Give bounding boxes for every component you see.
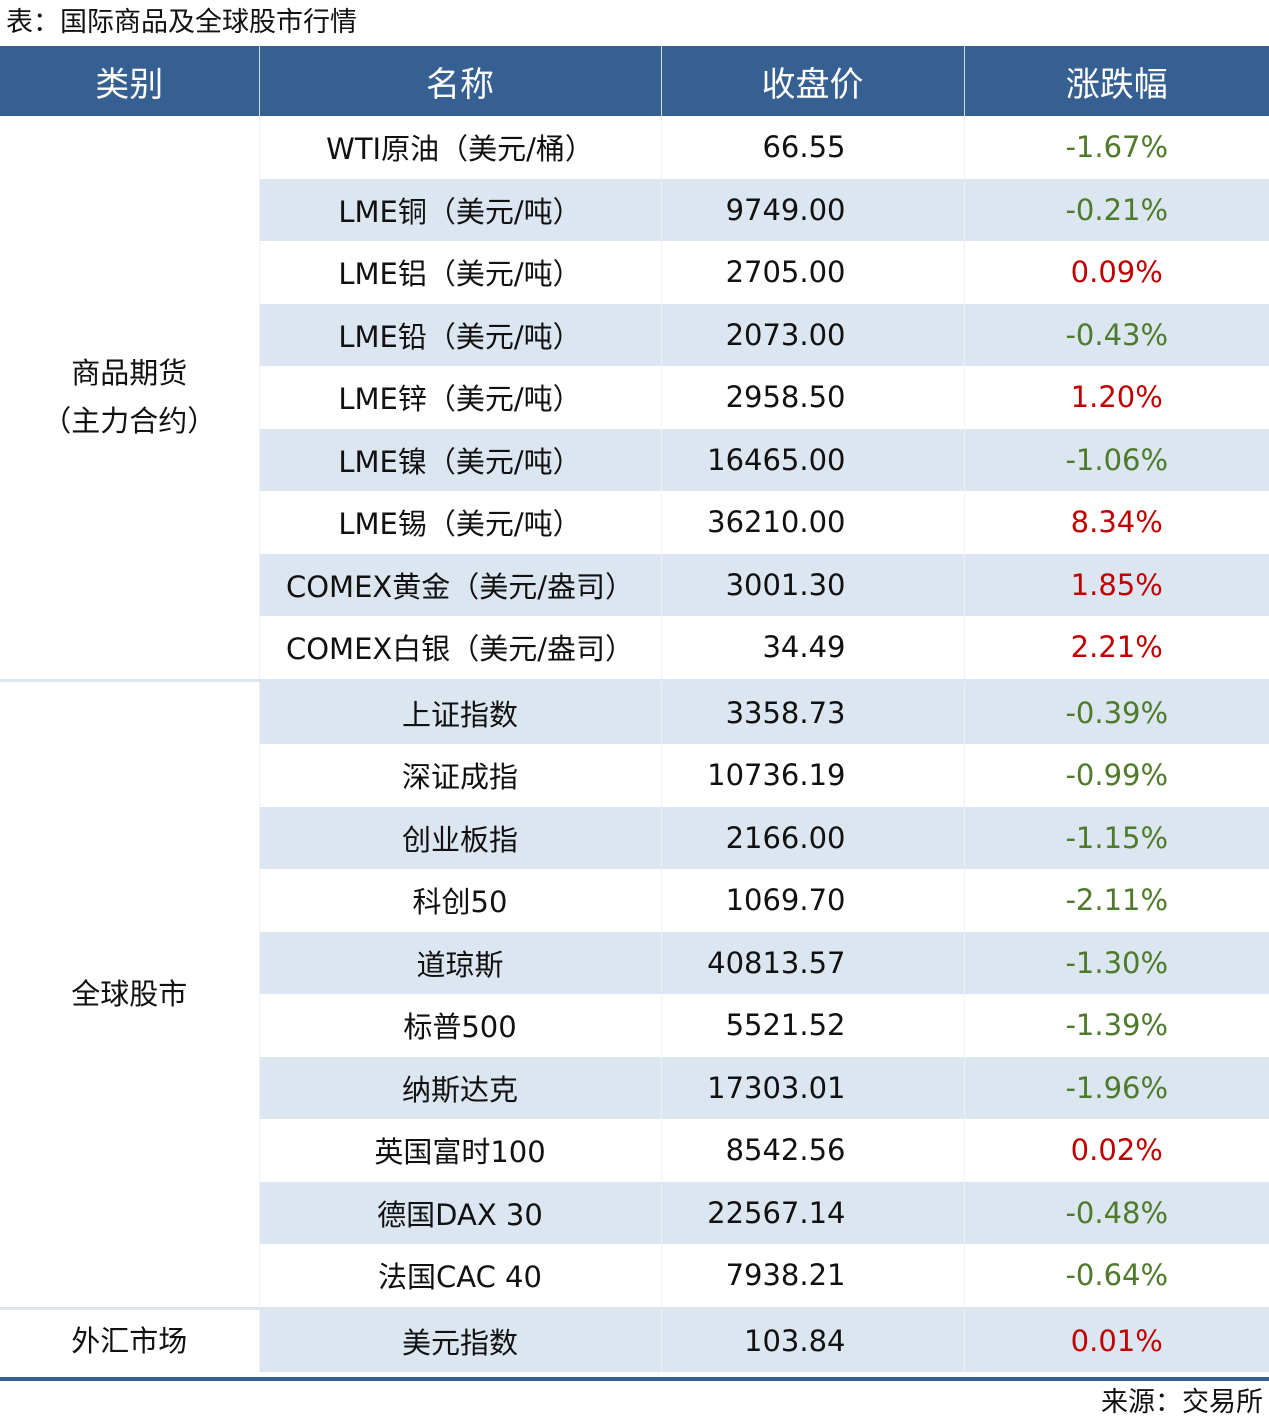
table-row: 全球股市 上证指数 3358.73 -0.39% bbox=[0, 678, 1269, 1308]
change-cell: -1.67% bbox=[963, 116, 1269, 179]
name-cell: LME锌（美元/吨） bbox=[258, 366, 661, 429]
header-change: 涨跌幅 bbox=[963, 46, 1269, 116]
table-row: 外汇市场 美元指数 103.84 0.01% bbox=[0, 1306, 1269, 1372]
name-cell: 深证成指 bbox=[258, 744, 661, 807]
price-cell: 9749.00 bbox=[660, 178, 964, 241]
header-row: 类别 名称 收盘价 涨跌幅 bbox=[0, 46, 1269, 116]
change-cell: -0.64% bbox=[963, 1244, 1269, 1308]
name-cell: 道琼斯 bbox=[258, 931, 661, 994]
change-cell: -1.15% bbox=[963, 806, 1269, 869]
price-cell: 10736.19 bbox=[660, 744, 964, 807]
table-row: 德国DAX 30 22567.14 -0.48% bbox=[0, 1181, 1269, 1244]
change-cell: -0.21% bbox=[963, 178, 1269, 241]
change-cell: 1.20% bbox=[963, 366, 1269, 429]
header-price: 收盘价 bbox=[660, 46, 964, 116]
change-cell: -1.06% bbox=[963, 428, 1269, 491]
table-row: 创业板指 2166.00 -1.15% bbox=[0, 806, 1269, 869]
change-cell: -2.11% bbox=[963, 869, 1269, 932]
change-cell: -1.96% bbox=[963, 1056, 1269, 1119]
price-cell: 17303.01 bbox=[660, 1056, 964, 1119]
change-cell: 1.85% bbox=[963, 553, 1269, 616]
name-cell: 科创50 bbox=[258, 869, 661, 932]
name-cell: LME镍（美元/吨） bbox=[258, 428, 661, 491]
change-cell: -1.39% bbox=[963, 994, 1269, 1057]
name-cell: 上证指数 bbox=[258, 678, 661, 744]
category-cell: 外汇市场 bbox=[0, 1306, 259, 1372]
header-name: 名称 bbox=[258, 46, 661, 116]
category-cell: 商品期货 （主力合约） bbox=[0, 116, 259, 680]
price-cell: 34.49 bbox=[660, 616, 964, 680]
name-cell: LME铜（美元/吨） bbox=[258, 178, 661, 241]
table-row: LME镍（美元/吨） 16465.00 -1.06% bbox=[0, 428, 1269, 491]
price-cell: 3358.73 bbox=[660, 678, 964, 744]
table-row: 深证成指 10736.19 -0.99% bbox=[0, 744, 1269, 807]
table-row: LME铝（美元/吨） 2705.00 0.09% bbox=[0, 241, 1269, 304]
price-cell: 2705.00 bbox=[660, 241, 964, 304]
change-cell: 8.34% bbox=[963, 491, 1269, 554]
price-cell: 36210.00 bbox=[660, 491, 964, 554]
table-row: 英国富时100 8542.56 0.02% bbox=[0, 1119, 1269, 1182]
table-row: LME铜（美元/吨） 9749.00 -0.21% bbox=[0, 178, 1269, 241]
name-cell: 创业板指 bbox=[258, 806, 661, 869]
table-row: COMEX白银（美元/盎司） 34.49 2.21% bbox=[0, 616, 1269, 680]
name-cell: 纳斯达克 bbox=[258, 1056, 661, 1119]
price-cell: 5521.52 bbox=[660, 994, 964, 1057]
table-row: COMEX黄金（美元/盎司） 3001.30 1.85% bbox=[0, 553, 1269, 616]
change-cell: 0.01% bbox=[963, 1306, 1269, 1372]
category-cell: 全球股市 bbox=[0, 678, 259, 1308]
name-cell: LME锡（美元/吨） bbox=[258, 491, 661, 554]
price-cell: 1069.70 bbox=[660, 869, 964, 932]
price-cell: 7938.21 bbox=[660, 1244, 964, 1308]
price-cell: 2958.50 bbox=[660, 366, 964, 429]
price-cell: 40813.57 bbox=[660, 931, 964, 994]
name-cell: WTI原油（美元/桶） bbox=[258, 116, 661, 179]
name-cell: LME铅（美元/吨） bbox=[258, 303, 661, 366]
table-title: 表：国际商品及全球股市行情 bbox=[6, 7, 357, 38]
table-row: 标普500 5521.52 -1.39% bbox=[0, 994, 1269, 1057]
change-cell: -0.39% bbox=[963, 678, 1269, 744]
price-cell: 103.84 bbox=[660, 1306, 964, 1372]
price-cell: 66.55 bbox=[660, 116, 964, 179]
name-cell: COMEX白银（美元/盎司） bbox=[258, 616, 661, 680]
price-cell: 2073.00 bbox=[660, 303, 964, 366]
name-cell: COMEX黄金（美元/盎司） bbox=[258, 553, 661, 616]
name-cell: LME铝（美元/吨） bbox=[258, 241, 661, 304]
name-cell: 英国富时100 bbox=[258, 1119, 661, 1182]
market-table: 类别 名称 收盘价 涨跌幅 商品期货 （主力合约） WTI原油（美元/桶） 66.5… bbox=[0, 46, 1269, 1372]
price-cell: 16465.00 bbox=[660, 428, 964, 491]
table-row: 商品期货 （主力合约） WTI原油（美元/桶） 66.55 -1.67% bbox=[0, 116, 1269, 680]
table-row: 法国CAC 40 7938.21 -0.64% bbox=[0, 1244, 1269, 1308]
price-cell: 3001.30 bbox=[660, 553, 964, 616]
table-row: LME铅（美元/吨） 2073.00 -0.43% bbox=[0, 303, 1269, 366]
table-row: 纳斯达克 17303.01 -1.96% bbox=[0, 1056, 1269, 1119]
name-cell: 标普500 bbox=[258, 994, 661, 1057]
table-row: 道琼斯 40813.57 -1.30% bbox=[0, 931, 1269, 994]
table-row: LME锌（美元/吨） 2958.50 1.20% bbox=[0, 366, 1269, 429]
name-cell: 美元指数 bbox=[258, 1306, 661, 1372]
price-cell: 2166.00 bbox=[660, 806, 964, 869]
change-cell: 0.09% bbox=[963, 241, 1269, 304]
change-cell: -1.30% bbox=[963, 931, 1269, 994]
header-category: 类别 bbox=[0, 46, 259, 116]
bottom-rule bbox=[0, 1377, 1269, 1381]
change-cell: 2.21% bbox=[963, 616, 1269, 680]
name-cell: 德国DAX 30 bbox=[258, 1181, 661, 1244]
price-cell: 22567.14 bbox=[660, 1181, 964, 1244]
change-cell: -0.48% bbox=[963, 1181, 1269, 1244]
table-row: LME锡（美元/吨） 36210.00 8.34% bbox=[0, 491, 1269, 554]
change-cell: -0.99% bbox=[963, 744, 1269, 807]
price-cell: 8542.56 bbox=[660, 1119, 964, 1182]
change-cell: 0.02% bbox=[963, 1119, 1269, 1182]
name-cell: 法国CAC 40 bbox=[258, 1244, 661, 1308]
table-row: 科创50 1069.70 -2.11% bbox=[0, 869, 1269, 932]
source-note: 来源：交易所 bbox=[1101, 1387, 1263, 1418]
change-cell: -0.43% bbox=[963, 303, 1269, 366]
